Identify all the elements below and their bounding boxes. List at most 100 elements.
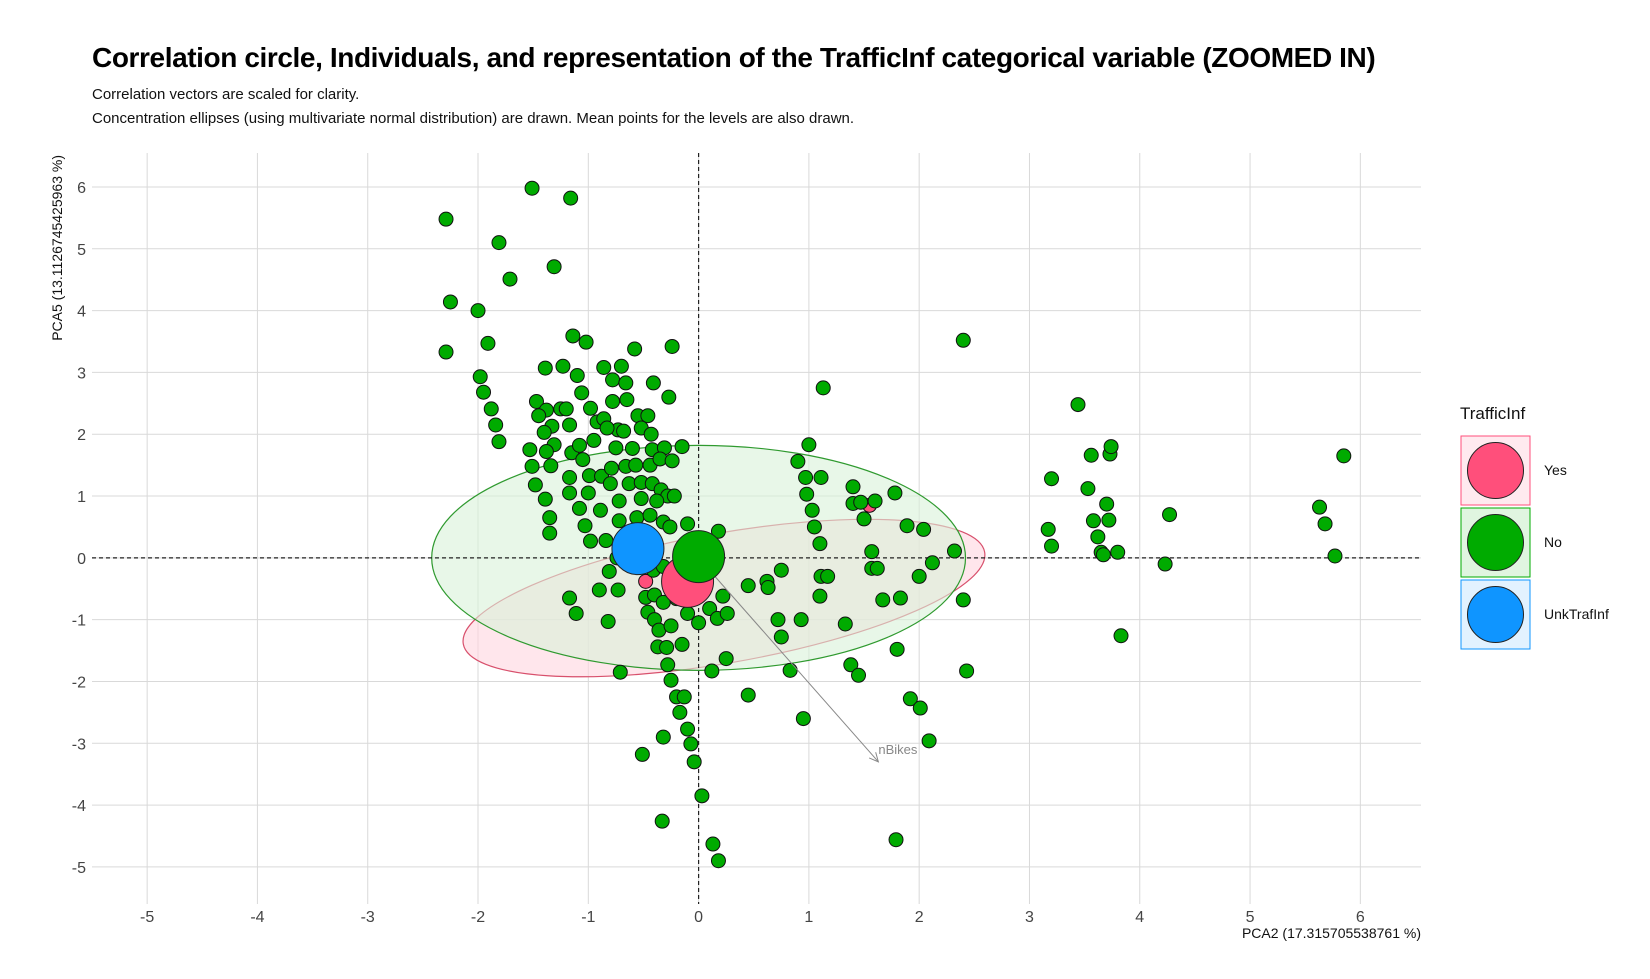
point-no [618, 375, 634, 391]
point-no [592, 502, 608, 518]
point-no [542, 525, 558, 541]
point-no [661, 389, 677, 405]
point-no [691, 615, 707, 631]
point-no [624, 440, 640, 456]
point-no [491, 434, 507, 450]
point-no [528, 393, 544, 409]
point-no [619, 392, 635, 408]
point-no [782, 662, 798, 678]
point-no [1080, 481, 1096, 497]
x-tick-label: 3 [1025, 909, 1034, 926]
y-tick-label: 2 [77, 427, 86, 444]
point-no [899, 518, 915, 534]
x-tick-label: 0 [694, 909, 703, 926]
x-tick-label: 1 [804, 909, 813, 926]
point-no [867, 493, 883, 509]
point-no [1085, 513, 1101, 529]
point-no [686, 754, 702, 770]
point-no [959, 663, 975, 679]
point-no [921, 733, 937, 749]
point-no [680, 605, 696, 621]
point-no [710, 853, 726, 869]
point-no [537, 491, 553, 507]
point-no [694, 788, 710, 804]
point-no [1312, 499, 1328, 515]
point-no [672, 704, 688, 720]
point-no [912, 700, 928, 716]
point-no [820, 568, 836, 584]
point-no [773, 562, 789, 578]
point-no [600, 614, 616, 630]
point-no [869, 560, 885, 576]
point-no [633, 491, 649, 507]
chart-title: Correlation circle, Individuals, and rep… [92, 42, 1376, 73]
individual-points [438, 180, 1352, 869]
point-no [1327, 548, 1343, 564]
legend-swatch-yes [1467, 442, 1524, 499]
point-no [760, 580, 776, 596]
point-no [488, 417, 504, 433]
legend-swatch-unktrafinf [1467, 586, 1524, 643]
point-no [555, 358, 571, 374]
point-no [586, 432, 602, 448]
point-no [654, 813, 670, 829]
point-no [806, 519, 822, 535]
point-no [710, 523, 726, 539]
point-no [480, 335, 496, 351]
point-no [611, 493, 627, 509]
legend: TrafficInf Yes No UnkTrafInf [1460, 404, 1609, 650]
point-no [655, 729, 671, 745]
point-no [889, 641, 905, 657]
point-no [571, 437, 587, 453]
point-no [536, 424, 552, 440]
point-no [562, 470, 578, 486]
point-no [683, 736, 699, 752]
vector-label: nBikes [878, 742, 918, 757]
point-no [663, 672, 679, 688]
point-no [770, 612, 786, 628]
y-axis-label: PCA5 (13.1126745425963 %) [49, 155, 65, 341]
point-no [645, 375, 661, 391]
point-no [664, 338, 680, 354]
point-no [598, 533, 614, 549]
point-no [562, 590, 578, 606]
y-tick-label: 0 [77, 551, 86, 568]
point-no [887, 485, 903, 501]
point-no [1044, 471, 1060, 487]
correlation-vectors: nBikes [698, 557, 918, 763]
y-tick-label: 4 [77, 304, 86, 321]
point-no [955, 332, 971, 348]
point-no [719, 605, 735, 621]
point-no [1083, 447, 1099, 463]
point-no [608, 440, 624, 456]
legend-label-yes: Yes [1544, 462, 1567, 478]
point-no [442, 294, 458, 310]
point-no [571, 500, 587, 516]
point-no [902, 691, 918, 707]
x-tick-label: 6 [1356, 909, 1365, 926]
point-no [845, 479, 861, 495]
point-no [562, 485, 578, 501]
point-no [611, 513, 627, 529]
point-no [568, 605, 584, 621]
y-tick-label: 6 [77, 180, 86, 197]
point-no [476, 384, 492, 400]
x-axis-label: PCA2 (17.315705538761 %) [1242, 925, 1421, 941]
point-no [522, 442, 538, 458]
point-no [612, 664, 628, 680]
point-no [634, 746, 650, 762]
legend-label-unktrafinf: UnkTrafInf [1544, 606, 1609, 622]
point-no [892, 590, 908, 606]
x-tick-label: 4 [1135, 909, 1144, 926]
point-no [659, 639, 675, 655]
point-no [911, 568, 927, 584]
vector-nBikes-line [698, 557, 879, 763]
point-no [483, 401, 499, 417]
point-no [864, 544, 880, 560]
point-no [1113, 628, 1129, 644]
y-tick-label: -1 [72, 613, 86, 630]
point-no [538, 444, 554, 460]
point-no [799, 486, 815, 502]
point-no [1101, 512, 1117, 528]
point-no [660, 657, 676, 673]
